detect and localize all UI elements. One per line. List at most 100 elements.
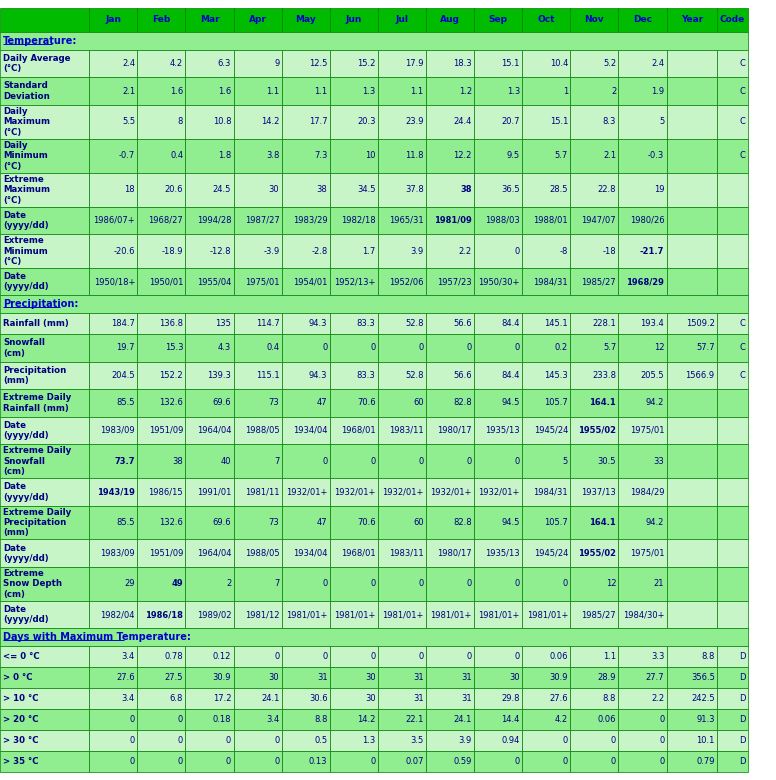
Bar [185, 362, 234, 389]
Bar [667, 478, 717, 505]
Text: 114.7: 114.7 [255, 319, 279, 328]
Bar [330, 314, 378, 335]
Bar [282, 444, 330, 478]
Text: 0.18: 0.18 [213, 715, 231, 724]
Bar [618, 540, 667, 567]
Bar [378, 601, 426, 629]
Text: 5: 5 [563, 456, 568, 466]
Bar [570, 314, 618, 335]
Bar [426, 362, 474, 389]
Text: Code: Code [720, 16, 745, 24]
Bar [185, 730, 234, 751]
Bar [717, 444, 748, 478]
Bar [378, 268, 426, 296]
Text: 0: 0 [226, 736, 231, 745]
Bar [234, 105, 282, 139]
Text: -0.3: -0.3 [648, 151, 664, 160]
Bar [89, 667, 137, 688]
Bar [522, 601, 570, 629]
Bar [667, 335, 717, 362]
Text: 1.1: 1.1 [603, 652, 616, 661]
Text: 1.1: 1.1 [314, 87, 327, 95]
Bar [717, 667, 748, 688]
Text: 0.13: 0.13 [309, 757, 327, 766]
Bar [0, 444, 89, 478]
Bar [522, 8, 570, 32]
Bar [426, 646, 474, 667]
Bar [717, 105, 748, 139]
Bar [522, 268, 570, 296]
Bar [0, 50, 89, 77]
Text: 4.3: 4.3 [218, 343, 231, 353]
Text: 3.5: 3.5 [411, 736, 424, 745]
Bar [0, 540, 89, 567]
Bar [282, 389, 330, 417]
Text: 0: 0 [466, 580, 472, 588]
Bar [330, 417, 378, 444]
Text: D: D [740, 673, 746, 682]
Bar [89, 540, 137, 567]
Bar [185, 688, 234, 709]
Text: 3.8: 3.8 [266, 151, 279, 160]
Bar [234, 567, 282, 601]
Text: 1988/05: 1988/05 [244, 548, 279, 558]
Text: 1.6: 1.6 [170, 87, 183, 95]
Bar [282, 601, 330, 629]
Text: 31: 31 [413, 694, 424, 703]
Text: 0: 0 [274, 736, 279, 745]
Bar [717, 314, 748, 335]
Bar [522, 362, 570, 389]
Bar [522, 389, 570, 417]
Text: Extreme
Maximum
(°C): Extreme Maximum (°C) [3, 175, 50, 204]
Text: 5.2: 5.2 [603, 59, 616, 68]
Bar [618, 335, 667, 362]
Bar [137, 8, 185, 32]
Bar [234, 139, 282, 172]
Bar [474, 709, 522, 730]
Bar [378, 417, 426, 444]
Bar [185, 207, 234, 234]
Text: 69.6: 69.6 [213, 518, 231, 527]
Text: 4.2: 4.2 [170, 59, 183, 68]
Text: 1952/06: 1952/06 [390, 277, 424, 286]
Text: 0: 0 [659, 736, 664, 745]
Text: 18.3: 18.3 [453, 59, 472, 68]
Text: 204.5: 204.5 [112, 371, 135, 380]
Bar [89, 567, 137, 601]
Bar [570, 234, 618, 268]
Bar [667, 139, 717, 172]
Text: 10.8: 10.8 [213, 117, 231, 126]
Text: Extreme Daily
Rainfall (mm): Extreme Daily Rainfall (mm) [3, 393, 71, 413]
Text: 11.8: 11.8 [405, 151, 424, 160]
Text: 94.5: 94.5 [501, 518, 520, 527]
Bar [667, 389, 717, 417]
Text: 52.8: 52.8 [405, 371, 424, 380]
Bar [570, 8, 618, 32]
Text: 73: 73 [268, 399, 279, 407]
Bar [667, 8, 717, 32]
Text: 1986/18: 1986/18 [145, 610, 183, 619]
Text: 1945/24: 1945/24 [534, 548, 568, 558]
Bar [330, 172, 378, 207]
Text: 1945/24: 1945/24 [534, 426, 568, 435]
Text: 30: 30 [509, 673, 520, 682]
Text: 356.5: 356.5 [691, 673, 715, 682]
Bar [522, 77, 570, 105]
Bar [282, 478, 330, 505]
Text: 1968/01: 1968/01 [341, 548, 376, 558]
Bar [474, 50, 522, 77]
Bar [717, 268, 748, 296]
Bar [426, 601, 474, 629]
Text: 145.3: 145.3 [544, 371, 568, 380]
Text: 83.3: 83.3 [357, 371, 376, 380]
Bar [378, 8, 426, 32]
Bar [570, 207, 618, 234]
Bar [522, 335, 570, 362]
Text: > 20 °C: > 20 °C [3, 715, 39, 724]
Bar [330, 234, 378, 268]
Text: 0: 0 [563, 757, 568, 766]
Bar [137, 172, 185, 207]
Bar [282, 730, 330, 751]
Bar [717, 362, 748, 389]
Text: 2.4: 2.4 [651, 59, 664, 68]
